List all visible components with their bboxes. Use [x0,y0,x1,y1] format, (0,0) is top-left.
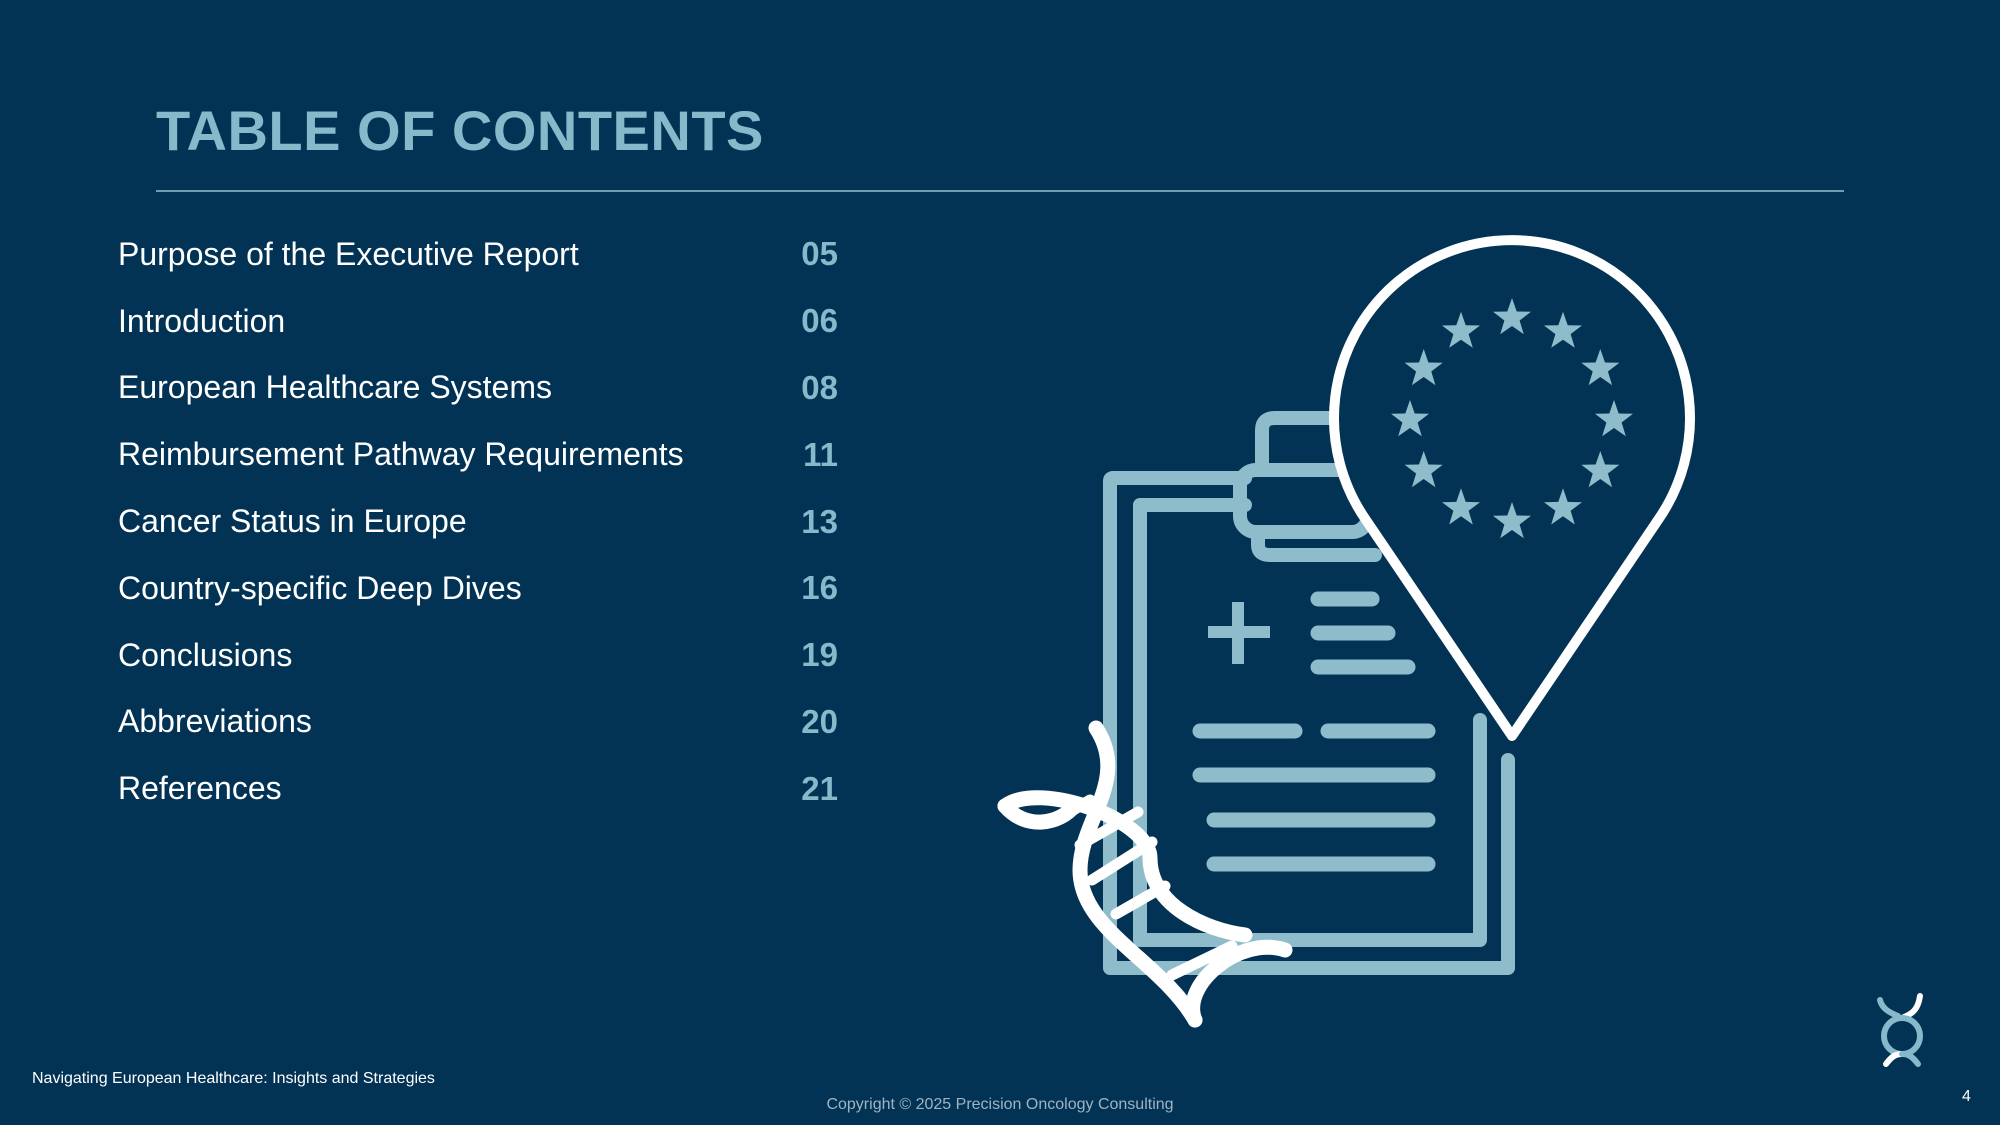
toc-entry-label: Cancer Status in Europe [118,503,467,540]
toc-entry-page: 20 [801,702,838,740]
eu-star-icon [1442,488,1480,525]
toc-entry-page: 19 [801,636,838,674]
toc-entry[interactable]: References 21 [118,755,838,822]
eu-star-icon [1404,451,1443,488]
toc-entry-page: 06 [801,302,838,340]
toc-entry-label: Country-specific Deep Dives [118,569,522,606]
toc-entry[interactable]: Country-specific Deep Dives 16 [118,555,838,622]
document-lines [1192,591,1436,872]
toc-entry[interactable]: Cancer Status in Europe 13 [118,488,838,555]
page-number: 4 [1962,1088,1971,1105]
toc-entry[interactable]: Purpose of the Executive Report 05 [118,221,838,288]
eu-stars-icon [1391,298,1633,539]
toc-entry-label: References [118,770,282,807]
toc-entry-label: Introduction [118,302,286,339]
toc-entry-page: 11 [803,435,838,473]
toc-entry[interactable]: Conclusions 19 [118,622,838,689]
page-title: TABLE OF CONTENTS [156,99,764,162]
toc-entry-page: 16 [801,569,838,607]
toc-entry[interactable]: Introduction 06 [118,288,838,355]
company-logo-icon [1877,993,1923,1067]
toc-entry-label: European Healthcare Systems [118,369,552,406]
eu-star-icon [1595,400,1633,437]
toc-entry-label: Abbreviations [118,703,312,740]
eu-star-icon [1544,311,1582,348]
dna-helix-icon [997,720,1293,1028]
toc-entry-label: Conclusions [118,636,293,673]
footer-report-title: Navigating European Healthcare: Insights… [32,1070,435,1087]
footer-copyright: Copyright © 2025 Precision Oncology Cons… [826,1096,1174,1113]
toc-entry[interactable]: Abbreviations 20 [118,689,838,756]
healthcare-illustration [997,235,1695,1028]
eu-star-icon [1493,298,1531,335]
toc-entry-page: 05 [801,235,838,273]
medical-cross-icon [1208,602,1270,664]
toc-entry[interactable]: Reimbursement Pathway Requirements 11 [118,421,838,488]
eu-star-icon [1581,349,1620,386]
eu-star-icon [1442,311,1480,348]
toc-entry[interactable]: European Healthcare Systems 08 [118,355,838,422]
table-of-contents: Purpose of the Executive Report 05 Intro… [118,221,838,822]
eu-star-icon [1391,400,1429,437]
eu-star-icon [1581,451,1620,488]
toc-entry-page: 13 [801,502,838,540]
toc-entry-label: Purpose of the Executive Report [118,235,579,272]
eu-star-icon [1404,349,1443,386]
clipboard-icon [1103,411,1515,975]
toc-entry-page: 21 [801,769,838,807]
toc-entry-label: Reimbursement Pathway Requirements [118,436,684,473]
eu-star-icon [1544,488,1582,525]
title-divider [156,190,1844,192]
toc-entry-page: 08 [801,368,838,406]
eu-star-icon [1493,502,1531,539]
